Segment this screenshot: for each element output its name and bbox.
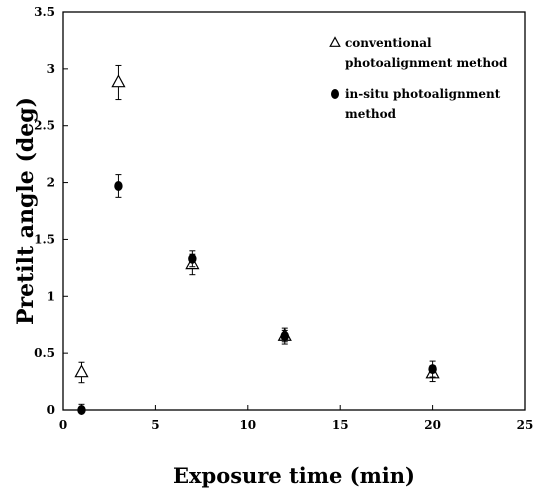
data-point-triangle — [111, 74, 126, 88]
y-tick-label: 3 — [47, 62, 55, 76]
data-point-circle — [428, 364, 437, 375]
data-point-circle — [114, 180, 123, 191]
data-point-circle — [188, 253, 197, 264]
legend-label-conventional-line2: photoalignment method — [345, 56, 508, 70]
legend-label-conventional-line1: conventional — [345, 36, 432, 50]
y-tick-label: 1.5 — [34, 232, 55, 246]
y-tick-label: 1 — [47, 289, 55, 303]
x-tick-label: 25 — [517, 418, 534, 432]
x-axis-title: Exposure time (min) — [173, 463, 415, 488]
legend-triangle-marker — [329, 36, 341, 47]
x-tick-label: 10 — [239, 418, 256, 432]
legend-label-insitu-line1: in-situ photoalignment — [345, 87, 501, 101]
legend-circle-icon — [331, 89, 339, 99]
x-tick-label: 0 — [59, 418, 67, 432]
y-axis: 0 0.5 1 1.5 2 2.5 3 3.5 — [34, 5, 68, 417]
legend-circle-marker — [331, 89, 339, 99]
y-tick-label: 0 — [47, 403, 55, 417]
x-tick-label: 15 — [332, 418, 349, 432]
x-tick-label: 5 — [151, 418, 159, 432]
y-tick-label: 3.5 — [34, 5, 55, 19]
data-point-circle — [280, 331, 289, 342]
data-point-circle — [77, 405, 86, 415]
y-tick-label: 2.5 — [34, 119, 55, 133]
plot-area-frame — [62, 11, 526, 411]
legend: conventional photoalignment method in-si… — [329, 36, 508, 121]
data-marks — [74, 64, 440, 415]
x-axis: 0 5 10 15 20 25 — [59, 405, 534, 432]
y-tick-label: 2 — [47, 176, 55, 190]
x-tick-label: 20 — [424, 418, 441, 432]
y-tick-label: 0.5 — [34, 346, 55, 360]
legend-label-insitu-line2: method — [345, 107, 397, 121]
legend-triangle-icon — [329, 36, 341, 47]
y-axis-title: Pretilt angle (deg) — [13, 97, 39, 325]
data-point-triangle — [74, 364, 89, 378]
